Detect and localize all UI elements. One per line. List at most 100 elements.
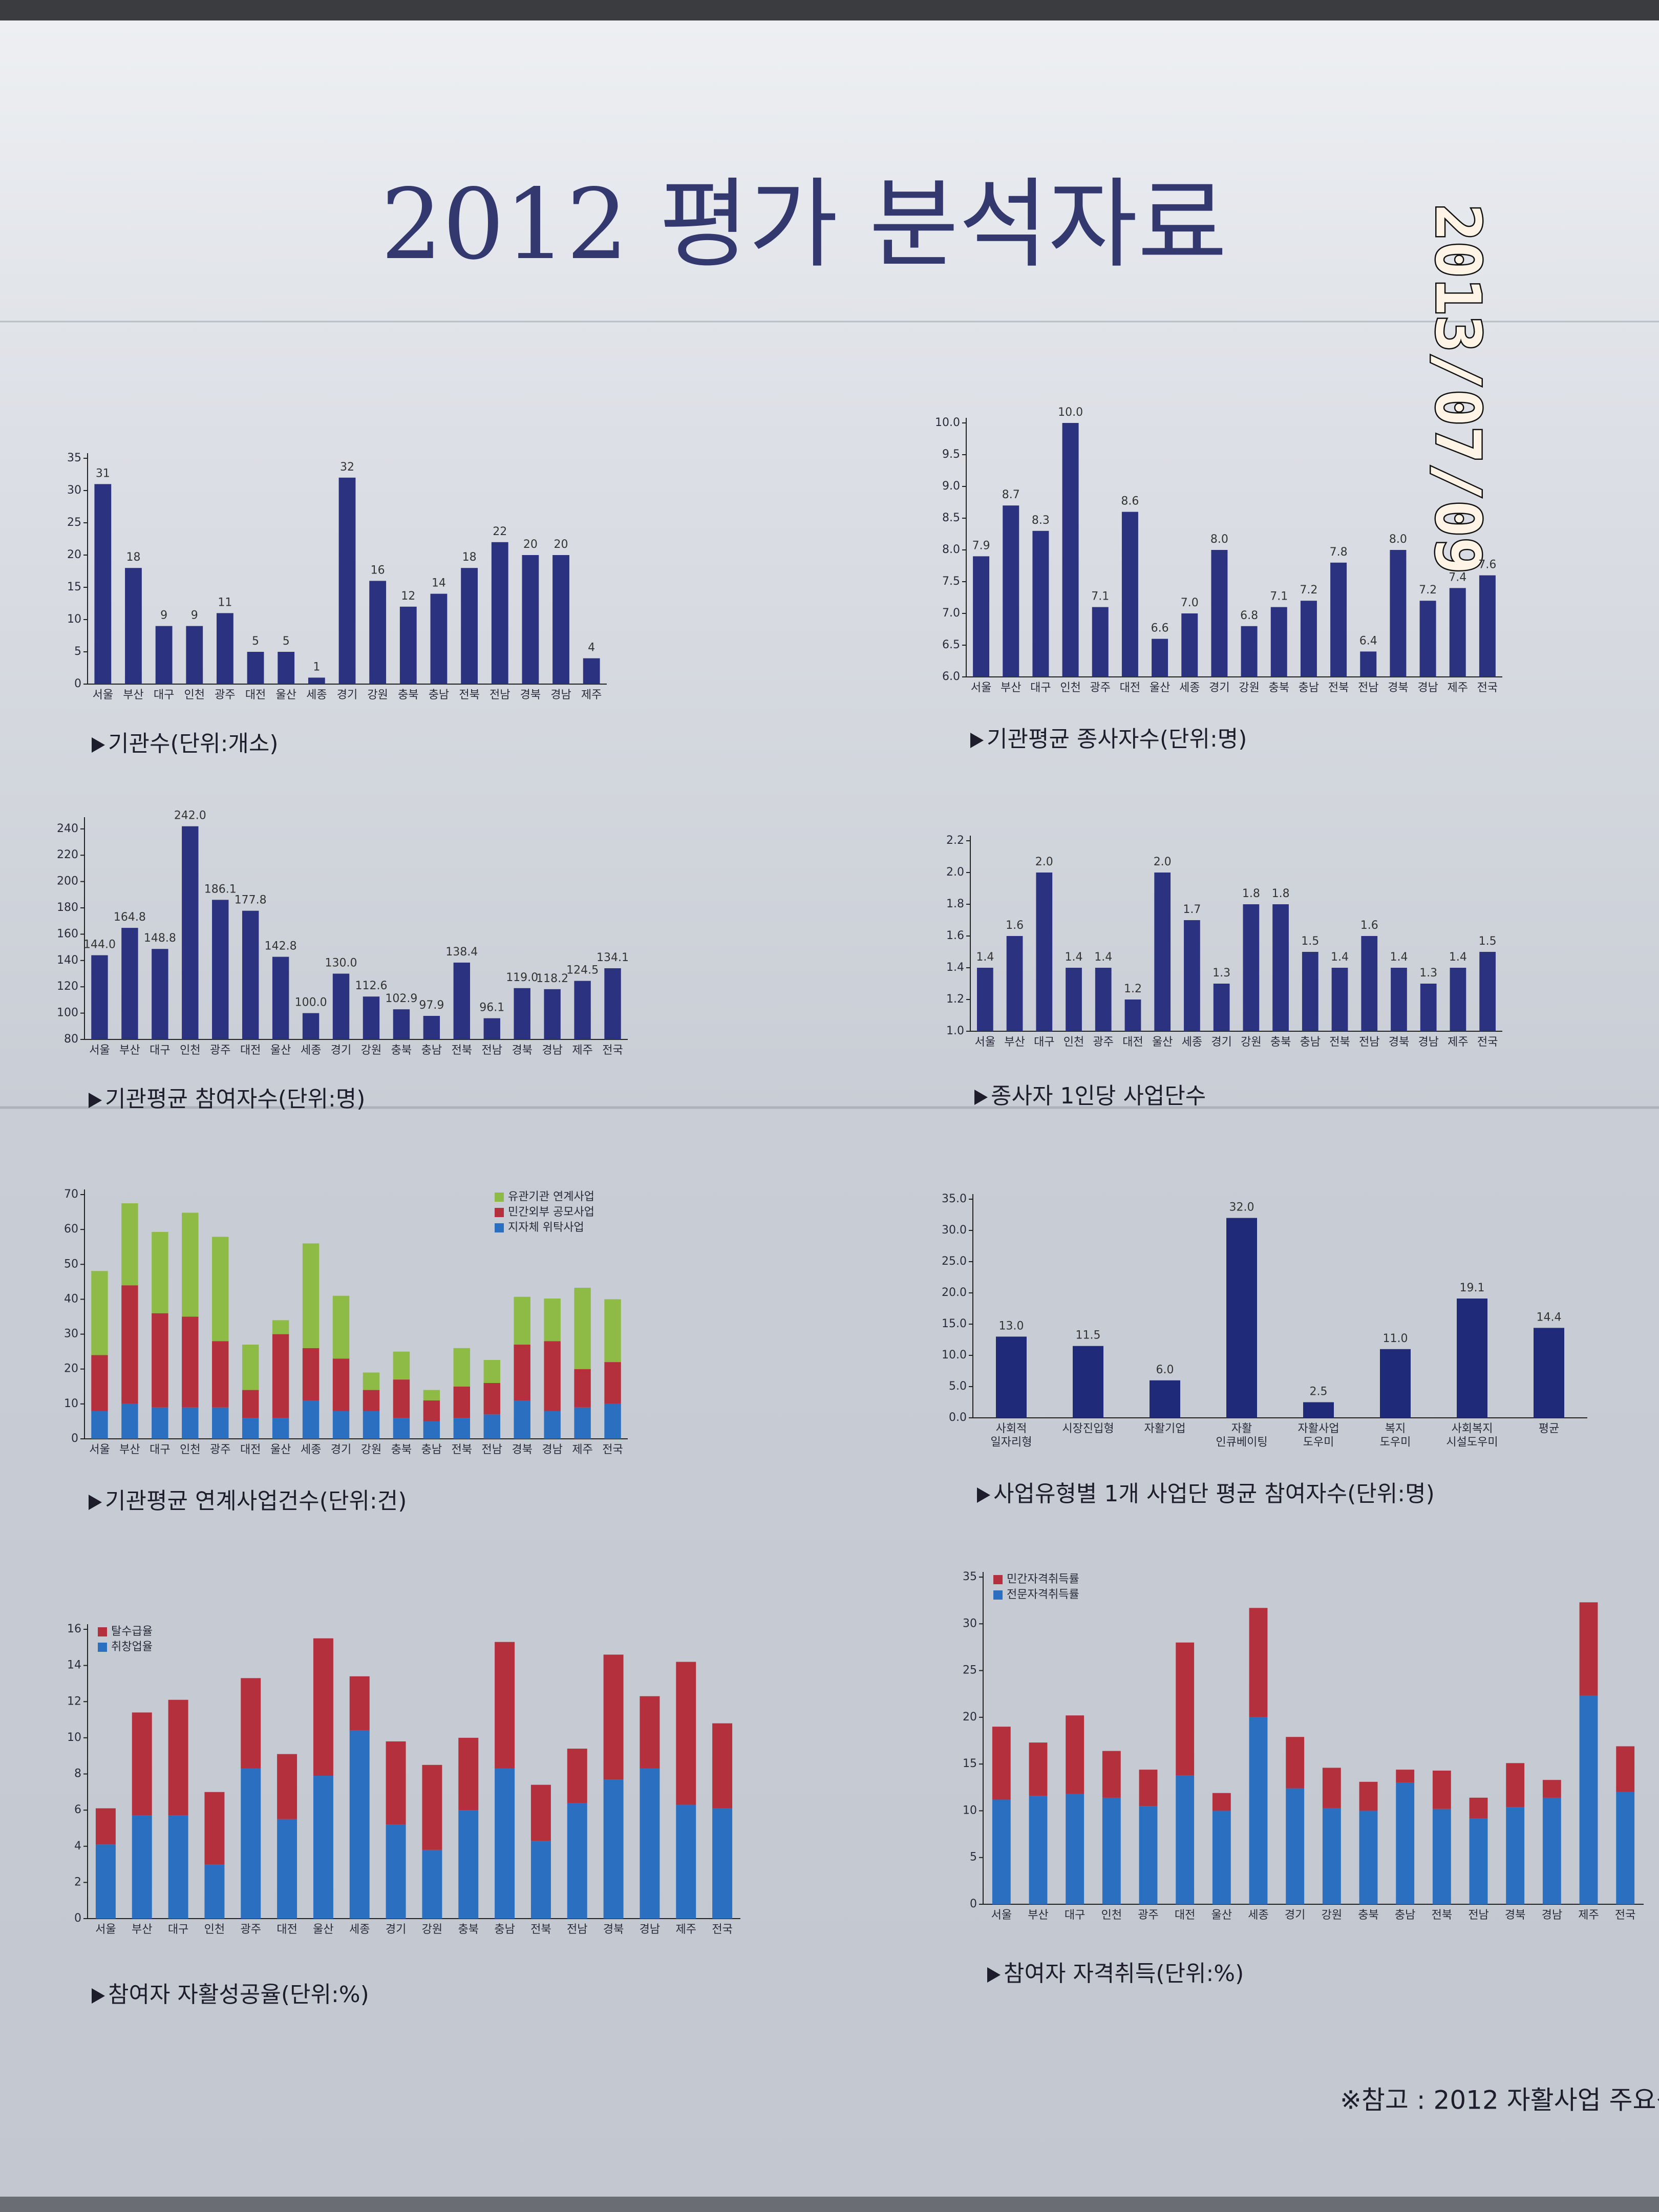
- bar: [338, 477, 356, 684]
- bar: [1380, 1349, 1411, 1418]
- value-label: 1.3: [1213, 967, 1230, 980]
- bar: [278, 652, 295, 684]
- value-label: 9: [191, 609, 198, 622]
- x-tick-label: 제주: [1448, 682, 1468, 694]
- y-tick-label: 30: [67, 484, 81, 497]
- x-tick-label: 울산: [270, 1443, 291, 1456]
- bar: [125, 568, 142, 684]
- bar: [1391, 968, 1407, 1031]
- bar: [1092, 607, 1109, 677]
- bar-segment: [495, 1642, 515, 1769]
- bar: [1150, 1380, 1180, 1418]
- y-tick-label: 1.2: [946, 993, 964, 1006]
- y-tick-label: 35: [963, 1570, 977, 1583]
- caption-arrow: [92, 1988, 105, 2004]
- x-tick-label: 부산: [132, 1923, 152, 1936]
- bar-segment: [712, 1808, 733, 1919]
- bar-segment: [544, 1341, 561, 1411]
- x-tick-label: 인천: [1064, 1036, 1084, 1049]
- bar-segment: [1432, 1770, 1451, 1809]
- bar-segment: [313, 1638, 333, 1776]
- x-tick-label: 제주: [1448, 1036, 1468, 1049]
- bar: [242, 910, 259, 1039]
- bar: [1121, 512, 1138, 677]
- legend-label: 전문자격취득률: [1007, 1588, 1079, 1601]
- value-label: 6.4: [1359, 634, 1377, 647]
- y-tick-label: 25.0: [942, 1255, 967, 1268]
- x-tick-label: 세종: [349, 1923, 370, 1936]
- caption-arrow: [977, 1487, 990, 1503]
- x-tick-label: 광주: [210, 1044, 230, 1057]
- bar: [1272, 904, 1289, 1031]
- x-tick-label: 경기: [1285, 1909, 1305, 1922]
- value-label: 20: [554, 538, 568, 551]
- x-tick-label: 울산: [313, 1923, 333, 1936]
- x-tick-label: 세종: [306, 689, 327, 701]
- bar: [1006, 936, 1023, 1031]
- bar: [1390, 550, 1407, 677]
- x-tick-label: 경북: [520, 689, 541, 701]
- bar-segment: [544, 1299, 561, 1342]
- y-tick-label: 35.0: [942, 1193, 967, 1205]
- bar-segment: [453, 1386, 471, 1418]
- x-tick-label: 사회복지 시설도우미: [1446, 1422, 1498, 1449]
- x-tick-label: 광주: [1093, 1036, 1114, 1049]
- bar-segment: [423, 1421, 440, 1439]
- bar-segment: [204, 1792, 225, 1865]
- value-label: 18: [462, 551, 477, 564]
- x-tick-label: 대전: [1175, 1909, 1195, 1922]
- y-tick-label: 160: [57, 927, 78, 940]
- bar-segment: [514, 1400, 530, 1439]
- x-tick-label: 경기: [1209, 682, 1229, 694]
- x-tick-label: 울산: [275, 689, 296, 701]
- bar-segment: [1249, 1717, 1268, 1904]
- bar-segment: [272, 1320, 289, 1334]
- bar-segment: [1029, 1742, 1048, 1796]
- bar-segment: [712, 1723, 733, 1809]
- bar-segment: [302, 1400, 320, 1439]
- bar-segment: [1542, 1780, 1561, 1798]
- y-tick-label: 7.0: [942, 607, 960, 620]
- value-label: 142.8: [265, 940, 297, 953]
- x-tick-label: 경남: [640, 1923, 660, 1936]
- x-tick-label: 경기: [337, 689, 357, 701]
- bar-segment: [168, 1815, 188, 1919]
- y-tick-label: 15: [963, 1757, 977, 1770]
- x-tick-label: 대전: [245, 689, 266, 701]
- bar-segment: [1176, 1642, 1195, 1776]
- x-tick-label: 평균: [1539, 1422, 1559, 1435]
- value-label: 1.4: [976, 951, 994, 964]
- bar-segment: [530, 1784, 551, 1841]
- bar: [1213, 984, 1230, 1031]
- bar-segment: [212, 1237, 229, 1342]
- x-tick-label: 광주: [1138, 1909, 1158, 1922]
- y-tick-label: 8.5: [942, 512, 960, 524]
- bar-segment: [574, 1369, 591, 1408]
- bar-segment: [242, 1390, 259, 1418]
- y-tick-label: 12: [67, 1695, 81, 1708]
- bar: [155, 626, 173, 684]
- bar: [272, 956, 289, 1039]
- legend-swatch: [98, 1627, 107, 1636]
- y-tick-label: 140: [57, 954, 78, 967]
- x-tick-label: 전북: [452, 1443, 472, 1456]
- bar: [1154, 873, 1171, 1031]
- bar: [121, 928, 138, 1039]
- bar-segment: [1212, 1793, 1231, 1811]
- bar-segment: [313, 1776, 333, 1919]
- footnote: ※참고 : 2012 자활사업 주요성: [1340, 2086, 1659, 2115]
- bar-segment: [386, 1824, 406, 1919]
- y-tick-label: 14: [67, 1659, 81, 1672]
- value-label: 164.8: [114, 911, 146, 924]
- y-tick-label: 15.0: [942, 1317, 967, 1330]
- bar-segment: [91, 1271, 108, 1355]
- y-tick-label: 25: [963, 1664, 977, 1677]
- value-label: 1.2: [1124, 983, 1142, 995]
- value-label: 10.0: [1058, 406, 1083, 419]
- x-tick-label: 제주: [572, 1044, 592, 1057]
- value-label: 177.8: [235, 894, 267, 907]
- x-tick-label: 제주: [676, 1923, 696, 1936]
- bar-segment: [1432, 1809, 1451, 1904]
- y-tick-label: 20.0: [942, 1286, 967, 1299]
- legend-swatch: [993, 1590, 1003, 1600]
